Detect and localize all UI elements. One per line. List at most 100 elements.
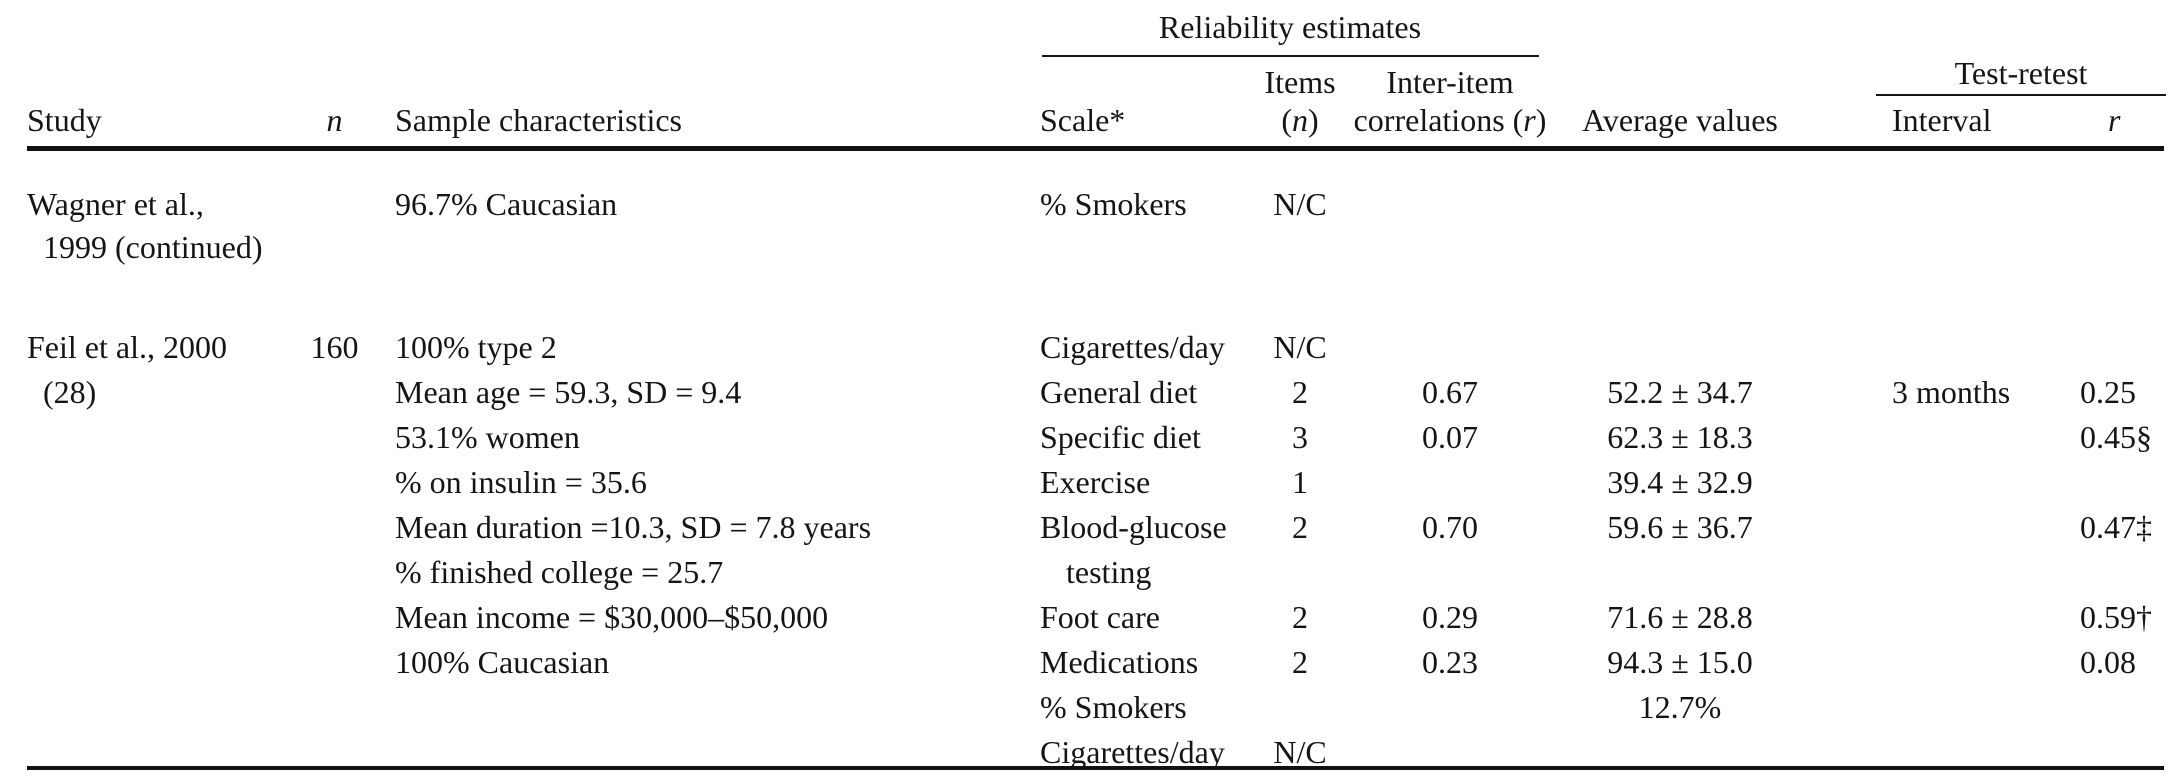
cell-test-retest-interval: 3 months — [1892, 374, 2011, 410]
cell-scale: Cigarettes/day — [1040, 734, 1225, 770]
cell-items-n: 1 — [1292, 464, 1308, 500]
cell-interitem-correlation — [1345, 685, 1555, 730]
cell-average-value: 39.4 ± 32.9 — [1607, 464, 1753, 500]
cell-test-retest-r: 0.59† — [2080, 599, 2152, 635]
cell-study: Wagner et al., — [27, 186, 204, 222]
cell-test-retest-interval — [1805, 415, 2040, 460]
cell-sample-characteristics: Mean age = 59.3, SD = 9.4 — [395, 374, 742, 410]
cell-study — [0, 505, 307, 550]
average-values-column-header: Average values — [1582, 102, 1778, 138]
cell-interitem-correlation: 0.70 — [1422, 509, 1478, 545]
cell-scale: Foot care — [1040, 599, 1160, 635]
cell-average-value: 94.3 ± 15.0 — [1607, 644, 1753, 680]
cell-study — [0, 460, 307, 505]
cell-test-retest-r: 0.45§ — [2080, 419, 2152, 455]
cell-test-retest-r: 0.25 — [2080, 374, 2136, 410]
cell-n — [307, 226, 362, 269]
cell-n — [307, 640, 362, 685]
table-row: % on insulin = 35.6 Exercise 1 39.4 ± 32… — [0, 460, 2180, 505]
header-rule — [27, 146, 2164, 151]
cell-study — [0, 595, 307, 640]
cell-sample-characteristics: % finished college = 25.7 — [395, 554, 724, 590]
interitem-correlations-column-header: Inter-item correlations (r) — [1345, 63, 1555, 146]
cell-items-n: 2 — [1292, 599, 1308, 635]
column-header-row: Study n Sample characteristics Scale* It… — [0, 0, 2180, 146]
table-row: 1999 (continued) — [0, 226, 2180, 269]
test-retest-group-header: Test-retest — [1954, 55, 2088, 91]
cell-average-value — [1555, 550, 1805, 595]
cell-scale: General diet — [1040, 374, 1198, 410]
table-row: % finished college = 25.7 testing — [0, 550, 2180, 595]
study-column-header: Study — [27, 102, 102, 138]
cell-test-retest-r — [2040, 226, 2180, 269]
cell-n — [307, 685, 362, 730]
cell-scale: testing — [1066, 554, 1152, 590]
cell-average-value: 52.2 ± 34.7 — [1607, 374, 1753, 410]
cell-scale: Cigarettes/day — [1040, 329, 1225, 365]
sample-characteristics-column-header: Sample characteristics — [395, 102, 682, 138]
cell-scale: Blood-glucose — [1040, 509, 1227, 545]
cell-items-n: N/C — [1273, 186, 1327, 222]
cell-scale — [1040, 226, 1255, 269]
cell-items-n: N/C — [1273, 734, 1327, 770]
cell-items-n: 3 — [1292, 419, 1308, 455]
table-row: % Smokers 12.7% — [0, 685, 2180, 730]
cell-test-retest-r — [2040, 325, 2180, 370]
table-row: Feil et al., 2000 160 100% type 2 Cigare… — [0, 325, 2180, 370]
interval-column-header: Interval — [1892, 102, 1992, 138]
cell-interitem-correlation — [1345, 325, 1555, 370]
table-row: Wagner et al., 96.7% Caucasian % Smokers… — [0, 183, 2180, 226]
cell-test-retest-interval — [1805, 505, 2040, 550]
cell-n — [307, 505, 362, 550]
cell-study: Feil et al., 2000 — [27, 329, 227, 365]
cell-n — [307, 460, 362, 505]
cell-sample-characteristics — [362, 226, 1040, 269]
study-block-wagner: Wagner et al., 96.7% Caucasian % Smokers… — [0, 183, 2180, 269]
cell-items-n — [1255, 685, 1345, 730]
scale-column-header: Scale* — [1040, 102, 1126, 138]
cell-interitem-correlation — [1345, 226, 1555, 269]
cell-study — [0, 640, 307, 685]
cell-interitem-correlation: 0.67 — [1422, 374, 1478, 410]
cell-average-value — [1555, 183, 1805, 226]
cell-n — [307, 550, 362, 595]
cell-test-retest-r — [2040, 460, 2180, 505]
cell-interitem-correlation: 0.07 — [1422, 419, 1478, 455]
table-row: 53.1% women Specific diet 3 0.07 62.3 ± … — [0, 415, 2180, 460]
correlations-paren-close: ) — [1535, 102, 1547, 138]
reliability-underline — [1042, 55, 1539, 57]
cell-scale: Medications — [1040, 644, 1199, 680]
cell-study — [0, 685, 307, 730]
cell-sample-characteristics: 100% type 2 — [395, 329, 557, 365]
cell-study: 1999 (continued) — [43, 229, 263, 265]
table-bottom-rule — [27, 766, 2164, 770]
cell-average-value: 12.7% — [1638, 689, 1722, 725]
cell-items-n: 2 — [1292, 644, 1308, 680]
cell-items-n — [1255, 550, 1345, 595]
cell-n — [307, 415, 362, 460]
cell-average-value: 62.3 ± 18.3 — [1607, 419, 1753, 455]
cell-test-retest-interval — [1805, 226, 2040, 269]
table-row: Cigarettes/day N/C — [0, 730, 2180, 775]
cell-test-retest-r — [2040, 183, 2180, 226]
cell-items-n: 2 — [1292, 509, 1308, 545]
table-row: 100% Caucasian Medications 2 0.23 94.3 ±… — [0, 640, 2180, 685]
cell-test-retest-interval — [1805, 595, 2040, 640]
cell-test-retest-interval — [1805, 183, 2040, 226]
cell-test-retest-r: 0.08 — [2080, 644, 2136, 680]
cell-items-n: N/C — [1273, 329, 1327, 365]
table-row: (28) Mean age = 59.3, SD = 9.4 General d… — [0, 370, 2180, 415]
cell-scale: Specific diet — [1040, 419, 1201, 455]
table-row: Mean income = $30,000–$50,000 Foot care … — [0, 595, 2180, 640]
cell-test-retest-interval — [1805, 325, 2040, 370]
cell-scale: % Smokers — [1040, 186, 1187, 222]
cell-test-retest-r — [2040, 685, 2180, 730]
cell-study: (28) — [43, 374, 97, 410]
items-label-line1: Items — [1264, 64, 1336, 100]
cell-items-n — [1255, 226, 1345, 269]
cell-test-retest-interval — [1805, 460, 2040, 505]
cell-interitem-correlation — [1345, 460, 1555, 505]
cell-sample-characteristics: Mean duration =10.3, SD = 7.8 years — [395, 509, 872, 545]
items-paren-close: ) — [1308, 102, 1319, 138]
